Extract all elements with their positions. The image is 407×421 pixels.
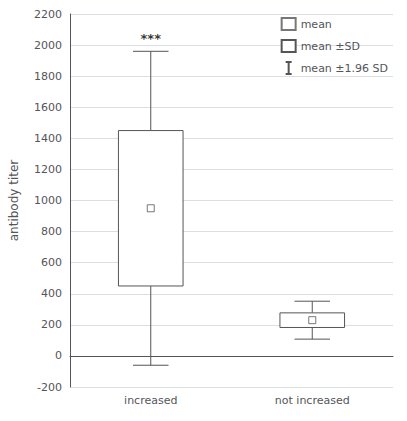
svg-text:mean: mean [301, 18, 332, 31]
svg-text:800: 800 [41, 225, 62, 238]
svg-text:mean ±1.96 SD: mean ±1.96 SD [301, 62, 388, 75]
svg-text:1200: 1200 [34, 163, 62, 176]
svg-text:2200: 2200 [34, 8, 62, 21]
svg-text:1600: 1600 [34, 101, 62, 114]
svg-text:antibody titer: antibody titer [7, 160, 21, 242]
svg-text:0: 0 [55, 349, 62, 362]
svg-text:increased: increased [124, 394, 177, 407]
svg-text:not increased: not increased [275, 394, 350, 407]
svg-text:200: 200 [41, 318, 62, 331]
svg-text:1000: 1000 [34, 194, 62, 207]
svg-text:mean ±SD: mean ±SD [301, 40, 360, 53]
svg-text:1800: 1800 [34, 70, 62, 83]
svg-text:1400: 1400 [34, 132, 62, 145]
svg-text:2000: 2000 [34, 39, 62, 52]
svg-text:600: 600 [41, 256, 62, 269]
svg-text:400: 400 [41, 287, 62, 300]
svg-text:-200: -200 [37, 381, 62, 394]
svg-text:***: *** [141, 31, 162, 46]
